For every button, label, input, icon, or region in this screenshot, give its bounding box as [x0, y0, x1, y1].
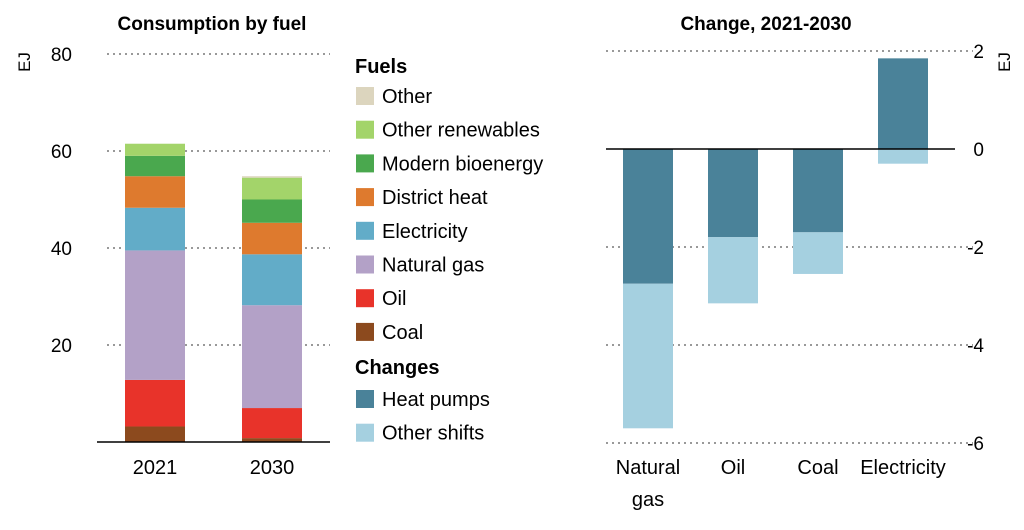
legend-label-district-heat: District heat	[382, 187, 488, 209]
legend-label-natural-gas: Natural gas	[382, 255, 484, 277]
legend-swatch-oil	[356, 289, 374, 308]
legend-heading-changes: Changes	[355, 357, 439, 379]
legend-label-other: Other	[382, 86, 432, 108]
bar-2030-oil	[242, 408, 302, 439]
right-y-tick-label: -4	[967, 336, 984, 357]
bar-2030-natural-gas	[242, 305, 302, 409]
bar-natural-gas-other-shifts	[623, 283, 673, 429]
consumption-chart-title: Consumption by fuel	[118, 14, 307, 35]
legend-swatch-other-renewables	[356, 120, 374, 139]
legend-swatch-other-shifts	[356, 423, 374, 442]
left-y-tick-label: 60	[51, 142, 72, 163]
change-chart-title: Change, 2021-2030	[680, 14, 851, 35]
right-y-tick-label: 2	[973, 42, 984, 63]
legend-label-coal: Coal	[382, 322, 423, 344]
x-category-label: Oil	[721, 457, 745, 479]
bar-coal-heat-pumps	[793, 149, 843, 233]
bar-oil-heat-pumps	[708, 149, 758, 238]
bar-2030-coal	[242, 438, 302, 442]
legend: Fuels Other Other renewables Modern bioene…	[355, 56, 543, 445]
right-y-tick-label: 0	[973, 140, 984, 161]
legend-swatch-natural-gas	[356, 255, 374, 274]
x-category-label: gas	[632, 489, 664, 511]
legend-label-other-renewables: Other renewables	[382, 120, 540, 142]
x-category-label: 2030	[250, 457, 295, 479]
legend-swatch-modern-bioenergy	[356, 154, 374, 173]
bar-2021-modern-bioenergy	[125, 155, 185, 177]
bar-2030-other-renewables	[242, 177, 302, 200]
bar-2021-other-renewables	[125, 143, 185, 156]
bar-2030-other	[242, 176, 302, 178]
bar-2021-natural-gas	[125, 250, 185, 380]
x-category-label: Natural	[616, 457, 680, 479]
bar-2021-district-heat	[125, 176, 185, 208]
legend-swatch-heat-pumps	[356, 390, 374, 408]
left-y-axis-unit: EJ	[15, 52, 34, 72]
legend-label-oil: Oil	[382, 288, 406, 310]
bar-2030-modern-bioenergy	[242, 199, 302, 223]
bar-electricity-heat-pumps	[878, 58, 928, 149]
legend-label-heat-pumps: Heat pumps	[382, 389, 490, 411]
bar-2030-electricity	[242, 254, 302, 306]
right-y-axis-unit: EJ	[995, 52, 1014, 72]
change-chart: Change, 2021-2030 EJ 2 0 -2 -4 -6 Natural gas…	[606, 14, 1014, 511]
bar-2021-electricity	[125, 207, 185, 251]
x-category-label: Electricity	[860, 457, 946, 479]
legend-heading-fuels: Fuels	[355, 56, 407, 78]
bar-2021-coal	[125, 426, 185, 442]
x-category-label: Coal	[797, 457, 838, 479]
right-y-tick-label: -6	[967, 434, 984, 455]
legend-label-other-shifts: Other shifts	[382, 423, 484, 445]
bar-2021-oil	[125, 379, 185, 427]
legend-swatch-coal	[356, 322, 374, 341]
right-y-tick-label: -2	[967, 238, 984, 259]
left-y-tick-label: 80	[51, 45, 72, 66]
bar-oil-other-shifts	[708, 237, 758, 304]
legend-label-modern-bioenergy: Modern bioenergy	[382, 153, 543, 175]
left-y-tick-label: 40	[51, 239, 72, 260]
legend-swatch-electricity	[356, 221, 374, 240]
bar-natural-gas-heat-pumps	[623, 149, 673, 284]
legend-swatch-other	[356, 87, 374, 105]
bar-coal-other-shifts	[793, 232, 843, 274]
legend-swatch-district-heat	[356, 188, 374, 207]
x-category-label: 2021	[133, 457, 178, 479]
bar-2030-district-heat	[242, 222, 302, 255]
legend-label-electricity: Electricity	[382, 221, 468, 243]
bar-electricity-other-shifts	[878, 149, 928, 164]
consumption-chart: Consumption by fuel EJ 20 40 60 80 2021 2030	[15, 14, 330, 479]
left-y-tick-label: 20	[51, 336, 72, 357]
